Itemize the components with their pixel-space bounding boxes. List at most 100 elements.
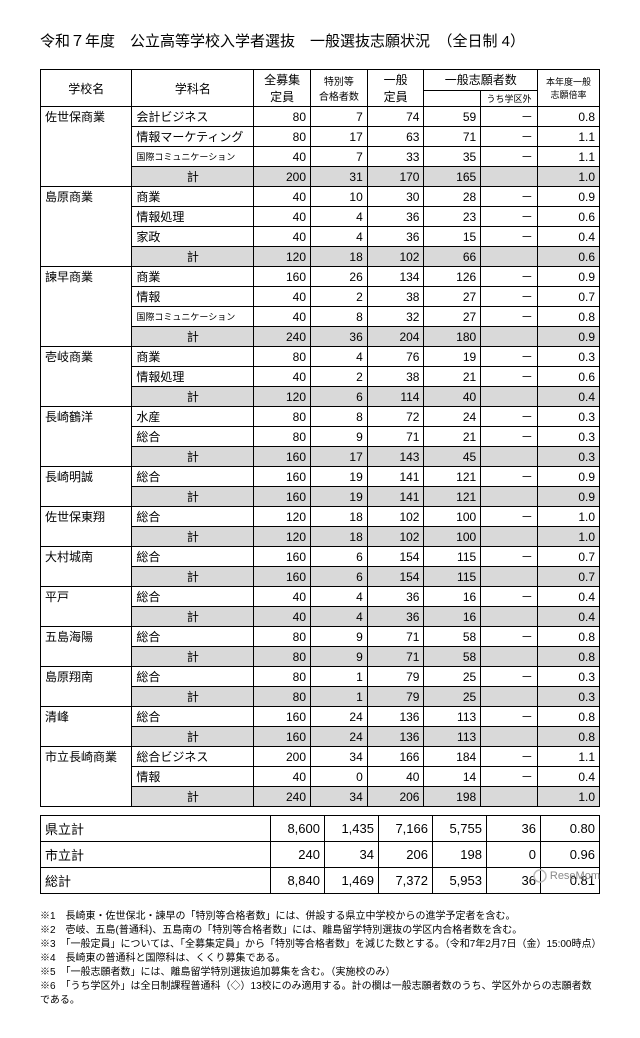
cell: 9 <box>311 427 368 447</box>
subtotal-cell <box>481 487 538 507</box>
subtotal-label: 計 <box>132 387 254 407</box>
dept-name: 国際コミュニケーション <box>132 147 254 167</box>
cell: 1.1 <box>537 747 599 767</box>
subtotal-cell: 198 <box>424 787 481 807</box>
school-name: 島原商業 <box>41 187 132 267</box>
cell: 0.8 <box>537 307 599 327</box>
total-cell: 1,469 <box>325 868 379 894</box>
dept-name: 総合 <box>132 547 254 567</box>
table-row: 島原翔南総合8017925－0.3 <box>41 667 600 687</box>
dept-name: 商業 <box>132 187 254 207</box>
cell: 0.4 <box>537 767 599 787</box>
subtotal-cell: 102 <box>367 247 424 267</box>
subtotal-label: 計 <box>132 787 254 807</box>
header-dept: 学科名 <box>132 70 254 107</box>
subtotal-cell: 120 <box>254 527 311 547</box>
footnote-line: ※4 長崎東の普通科と国際科は、くくり募集である。 <box>40 952 600 966</box>
subtotal-cell: 18 <box>311 527 368 547</box>
subtotal-cell <box>481 447 538 467</box>
subtotal-cell: 120 <box>254 387 311 407</box>
dept-name: 情報マーケティング <box>132 127 254 147</box>
cell: 79 <box>367 667 424 687</box>
subtotal-cell: 102 <box>367 527 424 547</box>
cell: 80 <box>254 407 311 427</box>
cell: 1 <box>311 667 368 687</box>
cell: 0.9 <box>537 267 599 287</box>
grand-total-row: 総計8,8401,4697,3725,953360.81 <box>41 868 600 894</box>
subtotal-cell: 58 <box>424 647 481 667</box>
cell: － <box>481 227 538 247</box>
table-row: 壱岐商業商業8047619－0.3 <box>41 347 600 367</box>
cell: 38 <box>367 367 424 387</box>
subtotal-cell: 160 <box>254 567 311 587</box>
subtotal-label: 計 <box>132 167 254 187</box>
subtotal-cell: 40 <box>424 387 481 407</box>
subtotal-cell: 71 <box>367 647 424 667</box>
total-cell: 8,600 <box>271 816 325 842</box>
school-name: 長崎明誠 <box>41 467 132 507</box>
header-special: 特別等 合格者数 <box>311 70 368 107</box>
cell: 7 <box>311 107 368 127</box>
subtotal-cell: 17 <box>311 447 368 467</box>
dept-name: 総合 <box>132 627 254 647</box>
dept-name: 総合 <box>132 467 254 487</box>
dept-name: 総合 <box>132 587 254 607</box>
cell: － <box>481 547 538 567</box>
cell: 121 <box>424 467 481 487</box>
school-name: 諫早商業 <box>41 267 132 347</box>
cell: 134 <box>367 267 424 287</box>
cell: － <box>481 747 538 767</box>
subtotal-cell: 66 <box>424 247 481 267</box>
subtotal-cell: 9 <box>311 647 368 667</box>
subtotal-label: 計 <box>132 527 254 547</box>
subtotal-cell: 18 <box>311 247 368 267</box>
cell: 141 <box>367 467 424 487</box>
cell: － <box>481 587 538 607</box>
subtotal-cell: 80 <box>254 687 311 707</box>
subtotal-cell: 0.8 <box>537 647 599 667</box>
cell: 59 <box>424 107 481 127</box>
subtotal-cell <box>481 247 538 267</box>
cell: 19 <box>424 347 481 367</box>
logo-icon <box>533 869 547 883</box>
cell: 160 <box>254 467 311 487</box>
totals-table: 県立計8,6001,4357,1665,755360.80市立計24034206… <box>40 815 600 894</box>
header-school: 学校名 <box>41 70 132 107</box>
header-uchi: うち学区外 <box>481 90 538 106</box>
cell: 126 <box>424 267 481 287</box>
cell: － <box>481 147 538 167</box>
cell: 32 <box>367 307 424 327</box>
subtotal-cell: 31 <box>311 167 368 187</box>
subtotal-cell: 100 <box>424 527 481 547</box>
cell: 40 <box>254 187 311 207</box>
cell: 30 <box>367 187 424 207</box>
cell: － <box>481 707 538 727</box>
subtotal-label: 計 <box>132 447 254 467</box>
cell: 58 <box>424 627 481 647</box>
subtotal-cell: 180 <box>424 327 481 347</box>
cell: － <box>481 427 538 447</box>
grand-total-row: 市立計2403420619800.96 <box>41 842 600 868</box>
cell: 34 <box>311 747 368 767</box>
total-cell: 7,372 <box>379 868 433 894</box>
total-cell: 1,435 <box>325 816 379 842</box>
cell: 7 <box>311 147 368 167</box>
cell: 28 <box>424 187 481 207</box>
cell: 18 <box>311 507 368 527</box>
total-cell: 198 <box>433 842 487 868</box>
table-row: 長崎明誠総合16019141121－0.9 <box>41 467 600 487</box>
header-ratio: 本年度一般 志願倍率 <box>537 70 599 107</box>
cell: 1.1 <box>537 147 599 167</box>
subtotal-cell: 240 <box>254 787 311 807</box>
footnote-line: ※1 長崎東・佐世保北・諫早の「特別等合格者数」には、併設する県立中学校からの進… <box>40 910 600 924</box>
subtotal-cell: 165 <box>424 167 481 187</box>
cell: 115 <box>424 547 481 567</box>
cell: 40 <box>254 147 311 167</box>
school-name: 島原翔南 <box>41 667 132 707</box>
subtotal-cell: 1.0 <box>537 787 599 807</box>
dept-name: 総合 <box>132 667 254 687</box>
school-name: 平戸 <box>41 587 132 627</box>
school-name: 佐世保東翔 <box>41 507 132 547</box>
grand-total-row: 県立計8,6001,4357,1665,755360.80 <box>41 816 600 842</box>
cell: 4 <box>311 227 368 247</box>
